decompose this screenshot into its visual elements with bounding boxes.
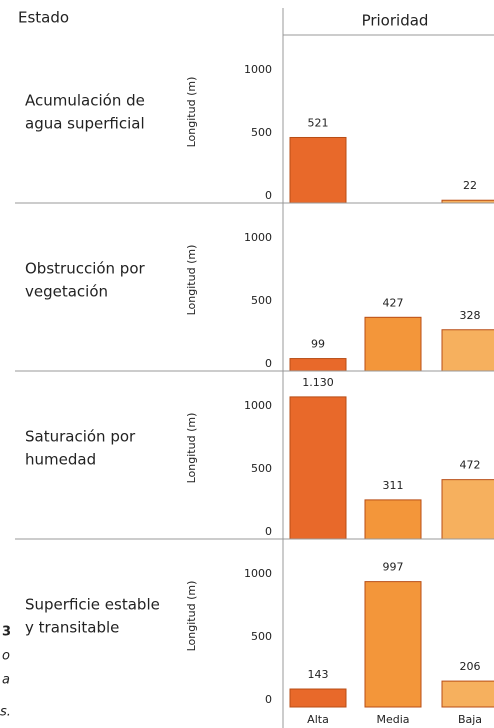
caption-fragment: 3 (2, 625, 11, 640)
bar (289, 688, 347, 708)
value-label: 997 (383, 561, 404, 574)
y-tick-label: 500 (251, 126, 272, 139)
value-label: 328 (460, 309, 481, 322)
y-axis-label: Longitud (m) (185, 581, 198, 652)
y-tick-label: 0 (265, 693, 272, 706)
y-tick-label: 500 (251, 630, 272, 643)
row-title: vegetación (25, 283, 108, 301)
bar (289, 136, 347, 204)
caption-fragment: o (2, 649, 10, 664)
bar (289, 396, 347, 540)
row-title: Obstrucción por (25, 260, 146, 278)
value-label: 311 (383, 479, 404, 492)
y-tick-label: 1000 (244, 63, 272, 76)
y-tick-label: 0 (265, 525, 272, 538)
header-left: Estado (18, 9, 69, 27)
bar (364, 316, 422, 372)
value-label: 472 (460, 459, 481, 472)
row-title: Acumulación de (25, 92, 145, 110)
bar (441, 680, 494, 708)
caption-fragment: a (2, 673, 10, 688)
row-title: agua superficial (25, 115, 145, 133)
caption-fragment: s. (0, 705, 11, 720)
value-label: 143 (308, 668, 329, 681)
value-label: 206 (460, 660, 481, 673)
y-tick-label: 1000 (244, 567, 272, 580)
header-right: Prioridad (362, 12, 429, 30)
row-title: Superficie estable (25, 596, 160, 614)
y-tick-label: 1000 (244, 399, 272, 412)
bar (289, 358, 347, 372)
value-label: 427 (383, 296, 404, 309)
y-axis-label: Longitud (m) (185, 245, 198, 316)
y-tick-label: 0 (265, 189, 272, 202)
x-tick-label: Baja (458, 713, 482, 726)
row-title: humedad (25, 451, 96, 469)
y-tick-label: 0 (265, 357, 272, 370)
value-label: 99 (311, 338, 325, 351)
value-label: 1.130 (302, 376, 334, 389)
y-tick-label: 500 (251, 294, 272, 307)
x-tick-label: Alta (307, 713, 329, 726)
value-label: 521 (308, 116, 329, 129)
bar (364, 581, 422, 708)
y-tick-label: 500 (251, 462, 272, 475)
row-title: Saturación por (25, 428, 136, 446)
y-axis-label: Longitud (m) (185, 413, 198, 484)
x-tick-label: Media (376, 713, 409, 726)
bar (441, 329, 494, 372)
bar (364, 499, 422, 540)
y-tick-label: 1000 (244, 231, 272, 244)
value-label: 22 (463, 179, 477, 192)
y-axis-label: Longitud (m) (185, 77, 198, 148)
bar (441, 479, 494, 540)
row-title: y transitable (25, 619, 119, 637)
